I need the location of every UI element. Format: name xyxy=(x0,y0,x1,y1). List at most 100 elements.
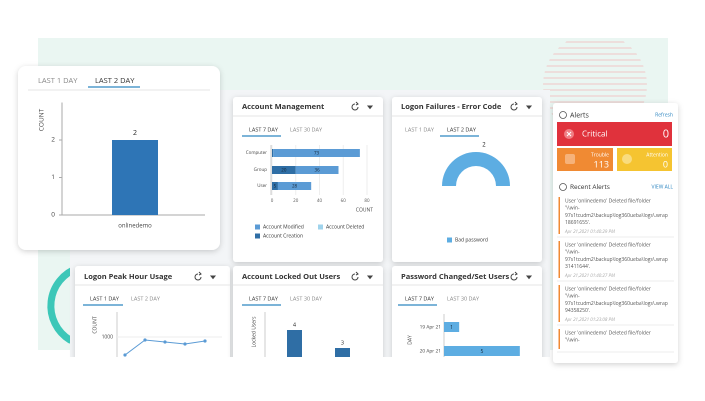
card-title: Password Changed/Set Users xyxy=(401,272,510,282)
header-rules xyxy=(75,115,542,286)
x-tick-label: 40 xyxy=(317,198,323,204)
alert-time: Apr 21,2021 01:40:29 PM xyxy=(564,229,615,235)
x-axis-label: COUNT xyxy=(356,207,373,213)
alerts: Alerts Refresh Critical 0 Trouble 113 At… xyxy=(557,111,674,353)
alert-time: Apr 21,2021 01:23:08 PM xyxy=(564,317,615,323)
y-tick-label: 1000 xyxy=(102,334,114,340)
clock-icon xyxy=(559,183,567,191)
alert-text[interactable]: 97s1tcudm2\backup\log360ueba\logs\.wrap xyxy=(565,301,668,307)
trouble-label: Trouble xyxy=(591,152,609,158)
tab[interactable]: LAST 30 DAY xyxy=(290,294,323,302)
bar-segment xyxy=(273,149,360,157)
trouble-count: 113 xyxy=(594,157,609,170)
tab[interactable]: LAST 1 DAY xyxy=(90,294,120,302)
alert-marker xyxy=(558,197,560,234)
y-axis-label: Locked Users xyxy=(251,316,257,348)
value-label: 4 xyxy=(293,320,297,328)
y-axis-label: COUNT xyxy=(37,108,46,131)
category-label: Group xyxy=(254,167,268,173)
alert-text[interactable]: User 'onlinedemo' Deleted file/folder xyxy=(565,198,651,204)
tab[interactable]: LAST 2 DAY xyxy=(95,76,135,86)
card-title: Logon Peak Hour Usage xyxy=(84,272,173,282)
critical-count: 0 xyxy=(663,126,669,141)
bar-segment xyxy=(277,182,312,190)
legend-label[interactable]: Account Modified xyxy=(263,224,304,230)
attention-count: 0 xyxy=(663,157,668,170)
tab[interactable]: LAST 7 DAY xyxy=(405,294,435,302)
critical-box[interactable] xyxy=(557,122,672,146)
info-icon xyxy=(559,111,567,119)
trouble-icon xyxy=(565,154,575,164)
attention-box[interactable] xyxy=(617,148,672,171)
attention-label: Attention xyxy=(646,152,668,158)
recent-alerts-title: Recent Alerts xyxy=(570,182,610,191)
alert-text[interactable]: '\\win- xyxy=(565,294,580,300)
tab[interactable]: LAST 1 DAY xyxy=(405,125,435,133)
alert-marker xyxy=(558,285,560,322)
card-title: Account Locked Out Users xyxy=(242,272,340,282)
y-tick-label: 1 xyxy=(51,172,55,181)
alert-text[interactable]: '\\win- xyxy=(565,206,580,212)
y-axis-label: COUNT xyxy=(92,316,98,333)
category-label: 20 Apr 21 xyxy=(420,348,441,354)
value-label: 20 xyxy=(281,168,287,174)
bar xyxy=(444,346,520,356)
x-tick-label: 80 xyxy=(364,198,370,204)
alert-text[interactable]: User 'onlinedemo' Deleted file/folder xyxy=(565,242,651,248)
attention-icon xyxy=(622,154,632,164)
bar-segment xyxy=(272,182,278,190)
point xyxy=(143,338,147,342)
alert-text[interactable]: User 'onlinedemo' Deleted file/folder xyxy=(565,330,651,336)
value-label: 1 xyxy=(450,325,453,331)
value-label: 2 xyxy=(133,129,137,138)
value-label: 5 xyxy=(480,349,483,355)
tab[interactable]: LAST 2 DAY xyxy=(447,125,477,133)
alert-text[interactable]: User 'onlinedemo' Deleted file/folder xyxy=(565,286,651,292)
legend-label[interactable]: Account Deleted xyxy=(326,224,364,230)
trouble-box[interactable] xyxy=(557,148,613,171)
tab[interactable]: LAST 7 DAY xyxy=(249,294,279,302)
alerts-title: Alerts xyxy=(570,111,589,120)
legend-label[interactable]: Account Creation xyxy=(263,233,303,239)
bar xyxy=(444,322,460,332)
y-axis-label: DAY xyxy=(407,335,413,345)
legend-swatch xyxy=(255,224,260,230)
tab[interactable]: LAST 2 DAY xyxy=(131,294,161,302)
category-label: Computer xyxy=(246,150,267,156)
x-tick-label: 60 xyxy=(341,198,347,204)
alert-text[interactable]: 31411644'. xyxy=(565,264,590,270)
legend-swatch xyxy=(318,224,323,230)
value-label: 5 xyxy=(274,184,277,190)
donut-segment xyxy=(442,152,510,186)
tab[interactable]: LAST 30 DAY xyxy=(290,125,323,133)
card xyxy=(392,266,542,357)
alert-text[interactable]: '\\win- xyxy=(565,338,580,344)
point xyxy=(163,340,167,344)
refresh-link[interactable]: Refresh xyxy=(655,112,673,118)
cards: Account Management Logon Failures - Erro… xyxy=(75,97,542,357)
alert-text[interactable]: 97s1tcudm2\backup\log360ueba\logs\.wrap xyxy=(565,257,668,263)
alert-text[interactable]: 94358250'. xyxy=(565,308,590,314)
card xyxy=(392,97,542,262)
alert-marker xyxy=(558,241,560,278)
tab[interactable]: LAST 1 DAY xyxy=(38,76,78,86)
value-label: 2 xyxy=(482,141,486,149)
card-icons xyxy=(194,101,533,281)
bar-segment xyxy=(295,166,339,174)
value-label: 36 xyxy=(315,168,321,174)
value-label: 28 xyxy=(292,184,298,190)
tab[interactable]: LAST 7 DAY xyxy=(249,125,279,133)
alert-time: Apr 21,2021 01:40:27 PM xyxy=(564,273,615,279)
legend-label[interactable]: Bad password xyxy=(455,237,488,243)
card xyxy=(233,97,383,262)
alert-text[interactable]: '\\win- xyxy=(565,250,580,256)
alert-text[interactable]: 18691655'. xyxy=(565,220,590,226)
tab[interactable]: LAST 30 DAY xyxy=(447,294,480,302)
point xyxy=(183,342,187,346)
alert-text[interactable]: 97s1tcudm2\backup\log360ueba\logs\.wrap xyxy=(565,213,668,219)
critical-label: Critical xyxy=(582,129,608,140)
view-all-link[interactable]: VIEW ALL xyxy=(652,184,674,190)
x-tick-label: 0 xyxy=(271,198,274,204)
